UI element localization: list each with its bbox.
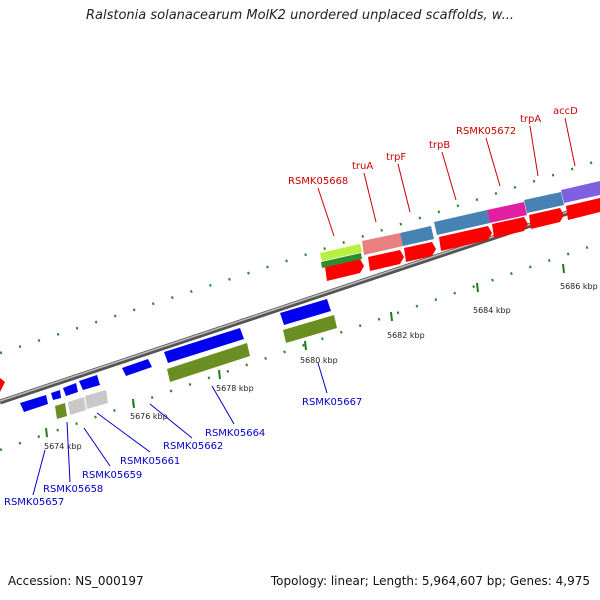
gene-label-rsmk05657[interactable]: RSMK05657 (4, 497, 64, 508)
leader-line (397, 163, 411, 213)
genome-summary-text: Topology: linear; Length: 5,964,607 bp; … (270, 574, 590, 588)
leader-line (441, 151, 457, 201)
top-gene-labels: RSMK05668 truA trpF trpB RSMK05672 trpA … (288, 106, 578, 237)
feature-track-bottom[interactable] (55, 315, 337, 419)
tick-mark (45, 427, 48, 438)
gene-arrow-forward[interactable] (439, 226, 492, 251)
gene-label-rsmk05668[interactable]: RSMK05668 (288, 176, 348, 187)
feature-block-gray[interactable] (68, 397, 86, 415)
tick-label-5684: 5684 kbp (473, 306, 511, 315)
tick-mark (562, 263, 565, 274)
tick-mark (218, 369, 221, 380)
feature-block-magenta[interactable] (487, 202, 527, 223)
gene-arrow-forward[interactable] (368, 250, 404, 271)
gene-label-trua[interactable]: truA (352, 161, 373, 172)
tick-label-5676: 5676 kbp (130, 412, 168, 421)
feature-block-violet[interactable] (561, 181, 600, 203)
gene-label-rsmk05664[interactable]: RSMK05664 (205, 428, 265, 439)
guide-line-lower (0, 241, 600, 452)
leader-line (529, 125, 539, 177)
accession-text: Accession: NS_000197 (8, 574, 144, 588)
gene-arrow-reverse[interactable] (79, 375, 100, 390)
tick-mark (132, 398, 135, 409)
gene-arrow-reverse[interactable] (20, 395, 48, 412)
leader-line (363, 172, 377, 223)
gene-arrow-forward[interactable] (529, 208, 564, 229)
gene-arrow-forward[interactable] (0, 378, 5, 392)
gene-label-accd[interactable]: accD (553, 106, 578, 117)
guide-line-upper (0, 158, 600, 355)
gene-label-rsmk05672[interactable]: RSMK05672 (456, 126, 516, 137)
gene-arrow-forward[interactable] (566, 198, 600, 220)
feature-block-olive[interactable] (167, 343, 250, 382)
feature-track-top[interactable] (320, 181, 600, 268)
gene-arrow-reverse[interactable] (122, 359, 152, 376)
feature-block-olive[interactable] (283, 315, 337, 343)
feature-block-green[interactable] (321, 253, 362, 268)
gene-arrow-forward[interactable] (404, 242, 436, 262)
leader-line (485, 137, 501, 187)
gene-arrow-reverse[interactable] (63, 383, 78, 396)
feature-block-olive[interactable] (55, 403, 67, 419)
gene-label-rsmk05658[interactable]: RSMK05658 (43, 484, 103, 495)
gene-arrow-forward[interactable] (492, 217, 528, 238)
feature-block-steel[interactable] (524, 192, 564, 213)
gene-label-trpa[interactable]: trpA (520, 114, 541, 125)
tick-label-5680: 5680 kbp (300, 356, 338, 365)
feature-block-gray[interactable] (85, 390, 108, 409)
leader-line (149, 403, 193, 439)
gene-arrow-reverse[interactable] (280, 299, 331, 325)
bottom-gene-labels: RSMK05657 RSMK05658 RSMK05659 RSMK05661 … (4, 362, 362, 508)
feature-block-salmon[interactable] (362, 233, 403, 255)
map-title: Ralstonia solanacearum MolK2 unordered u… (85, 8, 514, 23)
tick-label-5678: 5678 kbp (216, 384, 254, 393)
gene-arrow-reverse[interactable] (164, 328, 244, 363)
gene-label-rsmk05662[interactable]: RSMK05662 (163, 441, 223, 452)
gene-label-rsmk05667[interactable]: RSMK05667 (302, 397, 362, 408)
tick-mark (304, 340, 307, 351)
tick-label-5674: 5674 kbp (44, 442, 82, 451)
leader-line (83, 427, 111, 467)
leader-line (66, 421, 71, 483)
gene-label-trpf[interactable]: trpF (386, 152, 406, 163)
reverse-strand[interactable] (20, 299, 331, 412)
tick-mark (476, 282, 479, 293)
feature-block-lime[interactable] (320, 244, 362, 261)
leader-line (32, 449, 46, 496)
gene-arrow-forward[interactable] (325, 259, 364, 281)
gene-label-rsmk05659[interactable]: RSMK05659 (82, 470, 142, 481)
tick-marks: 5674 kbp 5676 kbp 5678 kbp 5680 kbp 5682… (44, 263, 598, 451)
tick-label-5686: 5686 kbp (560, 282, 598, 291)
leader-line (96, 412, 151, 453)
gene-label-trpb[interactable]: trpB (429, 140, 450, 151)
feature-block-steel[interactable] (434, 210, 490, 235)
tick-mark (390, 311, 393, 322)
feature-block-steel[interactable] (400, 226, 434, 246)
leader-line (211, 385, 235, 425)
forward-strand[interactable] (0, 198, 600, 392)
tick-label-5682: 5682 kbp (387, 331, 425, 340)
leader-line (317, 362, 328, 394)
gene-label-rsmk05661[interactable]: RSMK05661 (120, 456, 180, 467)
leader-line (564, 117, 576, 167)
leader-line (317, 187, 335, 237)
gene-arrow-reverse[interactable] (51, 390, 61, 400)
